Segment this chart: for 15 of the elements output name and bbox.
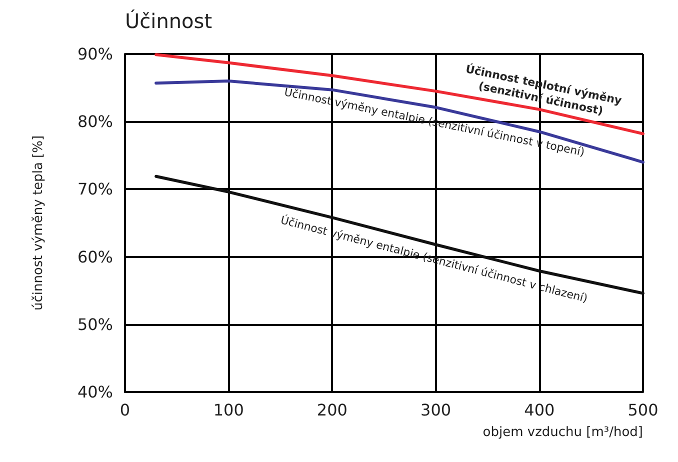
x-tick-label: 300: [420, 400, 452, 420]
y-tick-label: 50%: [77, 314, 113, 334]
x-tick-label: 100: [213, 400, 244, 420]
chart-title: Účinnost: [125, 9, 212, 33]
y-axis-title: účinnost výměny tepla [%]: [31, 135, 46, 311]
y-tick-label: 60%: [77, 247, 113, 266]
y-tick-label: 80%: [77, 112, 113, 132]
x-tick-label: 0: [120, 400, 130, 420]
y-tick-label: 70%: [77, 180, 113, 199]
x-tick-label: 400: [524, 400, 555, 420]
x-axis-title: objem vzduchu [m³/hod]: [482, 425, 643, 440]
x-tick-label: 500: [628, 400, 658, 420]
y-tick-label: 40%: [77, 382, 113, 402]
y-tick-label: 90%: [77, 44, 113, 64]
x-tick-label: 200: [316, 400, 348, 420]
